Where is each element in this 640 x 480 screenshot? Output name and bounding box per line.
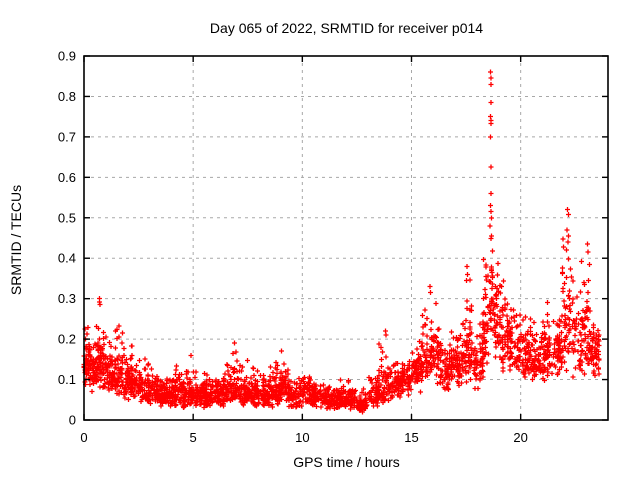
y-tick-label: 0.1 — [58, 372, 76, 387]
scatter-points — [81, 69, 602, 415]
x-axis-label: GPS time / hours — [293, 454, 400, 470]
y-tick-label: 0.7 — [58, 129, 76, 144]
y-tick-label: 0.9 — [58, 49, 76, 64]
y-tick-label: 0.5 — [58, 210, 76, 225]
chart-title: Day 065 of 2022, SRMTID for receiver p01… — [209, 20, 484, 36]
x-tick-label: 5 — [190, 430, 197, 445]
x-tick-label: 0 — [80, 430, 87, 445]
x-tick-label: 20 — [513, 430, 527, 445]
x-tick-label: 10 — [295, 430, 309, 445]
y-tick-label: 0.2 — [58, 332, 76, 347]
x-tick-label: 15 — [404, 430, 418, 445]
y-tick-label: 0.3 — [58, 291, 76, 306]
y-tick-label: 0.4 — [58, 251, 76, 266]
y-tick-label: 0.8 — [58, 89, 76, 104]
y-tick-label: 0 — [69, 413, 76, 428]
plot-border — [83, 55, 609, 421]
y-tick-label: 0.6 — [58, 170, 76, 185]
